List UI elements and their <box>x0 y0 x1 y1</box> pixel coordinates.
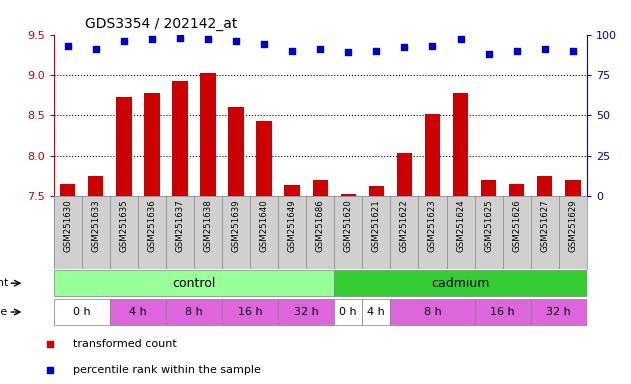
Text: GSM251637: GSM251637 <box>175 200 184 252</box>
Point <box>456 36 466 43</box>
Bar <box>537 176 553 196</box>
Bar <box>531 299 587 325</box>
Point <box>343 49 353 55</box>
Bar <box>60 184 75 196</box>
Text: GSM251630: GSM251630 <box>63 200 72 252</box>
Bar <box>312 180 328 196</box>
Bar <box>334 270 587 296</box>
Bar <box>425 114 440 196</box>
Text: percentile rank within the sample: percentile rank within the sample <box>73 364 261 375</box>
Bar <box>475 299 531 325</box>
Point <box>259 41 269 47</box>
Point <box>568 48 578 54</box>
Point <box>91 46 101 52</box>
Bar <box>222 299 278 325</box>
Text: GSM251638: GSM251638 <box>203 200 213 252</box>
Point <box>540 46 550 52</box>
Bar <box>397 153 412 196</box>
Bar <box>362 299 391 325</box>
Text: 16 h: 16 h <box>490 307 515 317</box>
Text: GSM251640: GSM251640 <box>259 200 269 252</box>
Bar <box>278 299 334 325</box>
Text: 4 h: 4 h <box>367 307 386 317</box>
Text: 8 h: 8 h <box>423 307 441 317</box>
Text: GSM251636: GSM251636 <box>148 200 156 252</box>
Bar <box>509 184 524 196</box>
Text: 16 h: 16 h <box>238 307 262 317</box>
Point <box>371 48 381 54</box>
Text: GSM251620: GSM251620 <box>344 200 353 252</box>
Point <box>203 36 213 43</box>
Text: time: time <box>0 307 8 317</box>
Text: GSM251627: GSM251627 <box>540 200 549 252</box>
Text: GSM251626: GSM251626 <box>512 200 521 252</box>
Text: GSM251624: GSM251624 <box>456 200 465 252</box>
Point <box>512 48 522 54</box>
Point <box>427 43 437 49</box>
Bar <box>565 180 581 196</box>
Text: GSM251623: GSM251623 <box>428 200 437 252</box>
Text: GSM251621: GSM251621 <box>372 200 381 252</box>
Bar <box>481 180 497 196</box>
Point <box>483 51 493 57</box>
Text: 4 h: 4 h <box>129 307 146 317</box>
Bar <box>453 93 468 196</box>
Bar <box>228 107 244 196</box>
Text: GSM251635: GSM251635 <box>119 200 128 252</box>
Text: 0 h: 0 h <box>73 307 90 317</box>
Text: GSM251625: GSM251625 <box>484 200 493 252</box>
Point <box>287 48 297 54</box>
Point <box>147 36 157 43</box>
Point <box>62 43 73 49</box>
Text: agent: agent <box>0 278 8 288</box>
Bar <box>54 270 334 296</box>
Bar <box>54 299 110 325</box>
Bar <box>341 194 356 196</box>
Bar <box>200 73 216 196</box>
Text: control: control <box>172 277 216 290</box>
Bar <box>166 299 222 325</box>
Text: transformed count: transformed count <box>73 339 176 349</box>
Text: GSM251639: GSM251639 <box>232 200 240 252</box>
Point <box>119 38 129 44</box>
Bar <box>369 186 384 196</box>
Text: GSM251629: GSM251629 <box>569 200 577 252</box>
Text: 32 h: 32 h <box>546 307 571 317</box>
Point <box>175 35 185 41</box>
Bar <box>116 97 131 196</box>
Text: GSM251686: GSM251686 <box>316 200 325 252</box>
Bar <box>88 176 103 196</box>
Point <box>231 38 241 44</box>
Text: 0 h: 0 h <box>339 307 357 317</box>
Bar <box>172 81 187 196</box>
Bar <box>144 93 160 196</box>
Text: cadmium: cadmium <box>432 277 490 290</box>
Bar <box>256 121 272 196</box>
Bar <box>285 185 300 196</box>
Text: GSM251633: GSM251633 <box>91 200 100 252</box>
Bar <box>334 299 362 325</box>
Text: 8 h: 8 h <box>185 307 203 317</box>
Text: GSM251649: GSM251649 <box>288 200 297 252</box>
Point <box>399 45 410 51</box>
Point <box>316 46 326 52</box>
Text: GSM251622: GSM251622 <box>400 200 409 252</box>
Bar <box>391 299 475 325</box>
Text: 32 h: 32 h <box>294 307 319 317</box>
Bar <box>110 299 166 325</box>
Text: GDS3354 / 202142_at: GDS3354 / 202142_at <box>85 17 237 31</box>
